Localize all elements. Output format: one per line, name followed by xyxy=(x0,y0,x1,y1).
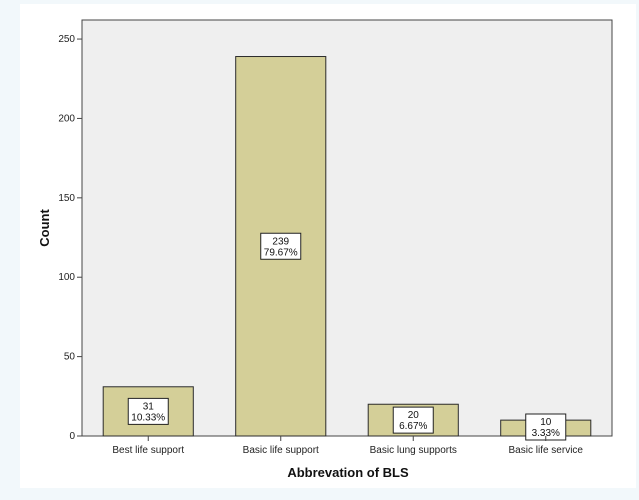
y-tick-label: 150 xyxy=(58,193,75,204)
y-axis: 0 50 100 150 200 250 xyxy=(58,20,83,442)
y-tick-label: 200 xyxy=(58,113,75,124)
plot-area xyxy=(81,19,613,437)
y-tick-label: 0 xyxy=(69,431,75,442)
y-axis-title: Count xyxy=(37,209,52,247)
y-tick-label: 100 xyxy=(58,272,75,283)
data-label-count: 10 xyxy=(540,417,552,428)
data-label-percent: 6.67% xyxy=(399,421,427,432)
data-label-count: 20 xyxy=(408,410,420,421)
x-axis: Best life support Basic life support Basic… xyxy=(112,436,583,456)
data-label-percent: 3.33% xyxy=(532,428,560,439)
x-axis-title: Abbrevation of BLS xyxy=(287,465,409,480)
data-label-box xyxy=(392,406,434,434)
data-label-box xyxy=(260,232,302,260)
data-label-box xyxy=(127,397,169,425)
x-tick-label: Basic life support xyxy=(243,445,319,456)
data-label-box xyxy=(525,413,567,441)
data-label-count: 31 xyxy=(143,401,155,412)
y-tick-label: 50 xyxy=(64,352,76,363)
y-tick-label: 250 xyxy=(58,34,75,45)
x-tick-label: Best life support xyxy=(112,445,184,456)
x-tick-label: Basic life service xyxy=(509,445,584,456)
data-label-percent: 79.67% xyxy=(264,247,298,258)
x-tick-label: Basic lung supports xyxy=(370,445,457,456)
data-label-count: 239 xyxy=(272,236,289,247)
data-label-percent: 10.33% xyxy=(131,412,165,423)
